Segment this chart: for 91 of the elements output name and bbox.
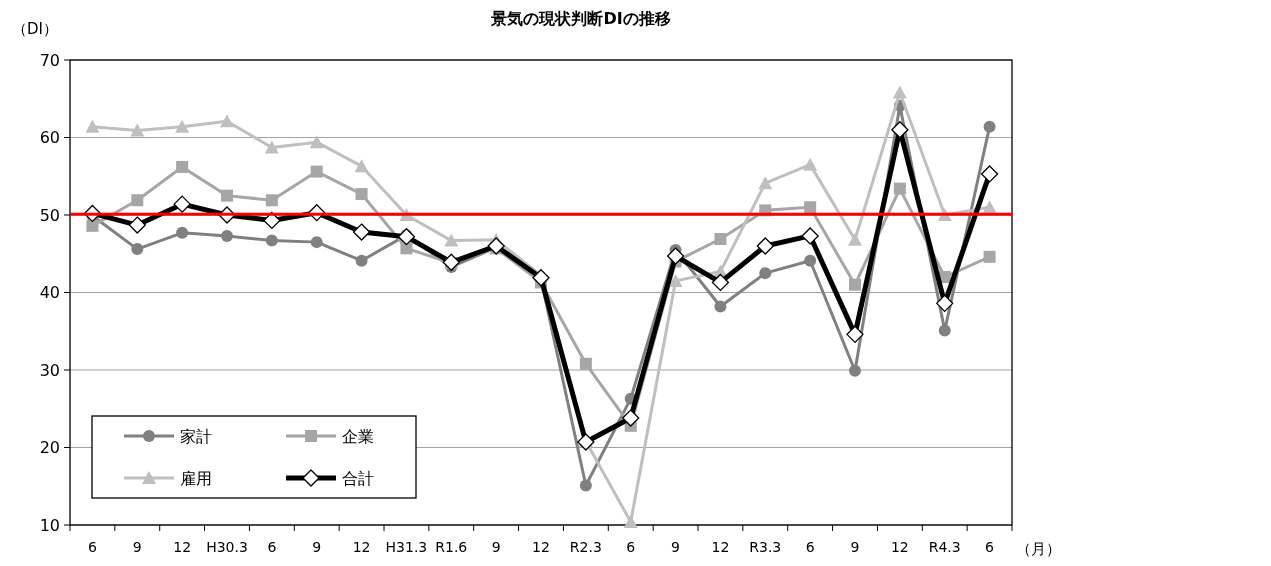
point: [309, 135, 324, 149]
point: [310, 236, 323, 249]
x-tick-label: 6: [626, 539, 636, 555]
y-tick-label: 10: [39, 515, 60, 535]
point: [668, 273, 683, 287]
x-tick-label: H30.3: [206, 539, 248, 555]
x-tick-label: 9: [132, 539, 142, 555]
point: [264, 140, 279, 154]
point: [444, 233, 459, 247]
point: [849, 278, 861, 291]
legend-label: 合計: [342, 468, 374, 488]
point: [221, 189, 233, 202]
point: [714, 233, 727, 246]
x-tick-label: H31.3: [385, 539, 428, 555]
point: [310, 165, 323, 178]
y-tick-label: 30: [39, 360, 60, 380]
point: [131, 243, 144, 256]
point: [397, 228, 416, 246]
y-tick-label: 50: [39, 205, 60, 225]
x-tick-label: 9: [850, 539, 860, 555]
point: [532, 269, 550, 287]
y-axis-title: （DI）: [12, 20, 58, 38]
point: [938, 324, 951, 337]
point: [758, 176, 773, 190]
point: [848, 232, 862, 246]
point: [759, 267, 772, 280]
y-tick-label: 70: [39, 50, 60, 70]
point: [893, 182, 906, 195]
x-tick-label: R3.3: [749, 539, 782, 555]
x-tick-label: 6: [267, 539, 277, 555]
point: [714, 300, 727, 313]
x-tick-label: 12: [352, 539, 371, 555]
point: [176, 226, 189, 239]
point: [265, 194, 278, 207]
y-tick-label: 60: [39, 128, 60, 148]
legend-label: 家計: [180, 426, 212, 446]
point: [579, 357, 592, 370]
point: [579, 479, 592, 492]
point: [173, 195, 191, 213]
x-axis-title: （月）: [1016, 540, 1061, 558]
point: [891, 121, 909, 139]
point: [128, 216, 146, 234]
legend-label: 企業: [342, 426, 374, 446]
point: [982, 200, 997, 214]
legend-label: 雇用: [180, 468, 212, 488]
point: [756, 237, 774, 255]
point: [175, 119, 190, 133]
x-tick-label: R4.3: [928, 539, 961, 555]
point: [130, 123, 145, 137]
x-tick-label: 9: [671, 539, 681, 555]
point: [892, 85, 907, 99]
x-tick-label: 6: [985, 539, 995, 555]
point: [983, 250, 996, 263]
point: [86, 219, 99, 232]
point: [265, 234, 278, 247]
x-tick-label: R2.3: [569, 539, 602, 555]
x-tick-label: 9: [312, 539, 322, 555]
point: [176, 160, 189, 173]
point: [220, 114, 234, 128]
point: [623, 514, 638, 528]
y-tick-label: 40: [39, 283, 60, 303]
x-tick-label: 9: [491, 539, 501, 555]
point: [442, 253, 460, 271]
point: [983, 120, 996, 133]
point: [849, 364, 861, 377]
point: [354, 159, 369, 173]
point: [85, 119, 100, 133]
x-tick-label: 12: [711, 539, 730, 555]
point: [131, 194, 144, 207]
x-tick-label: 12: [890, 539, 909, 555]
point: [804, 201, 817, 214]
point: [846, 325, 864, 343]
point: [801, 227, 819, 245]
x-tick-label: 12: [173, 539, 192, 555]
point: [352, 223, 371, 241]
point: [980, 165, 999, 183]
point: [221, 229, 233, 242]
point: [803, 157, 818, 171]
point: [355, 188, 368, 201]
point: [936, 294, 954, 312]
x-tick-label: 12: [532, 539, 550, 555]
point: [804, 254, 817, 267]
point: [666, 247, 685, 265]
point: [355, 254, 368, 267]
x-tick-label: R1.6: [435, 539, 468, 555]
chart-title: 景気の現状判断DIの推移: [490, 9, 671, 28]
point: [622, 409, 640, 427]
y-tick-label: 20: [39, 438, 60, 458]
x-tick-label: 6: [805, 539, 815, 555]
point: [711, 273, 730, 292]
x-tick-label: 6: [87, 539, 97, 555]
